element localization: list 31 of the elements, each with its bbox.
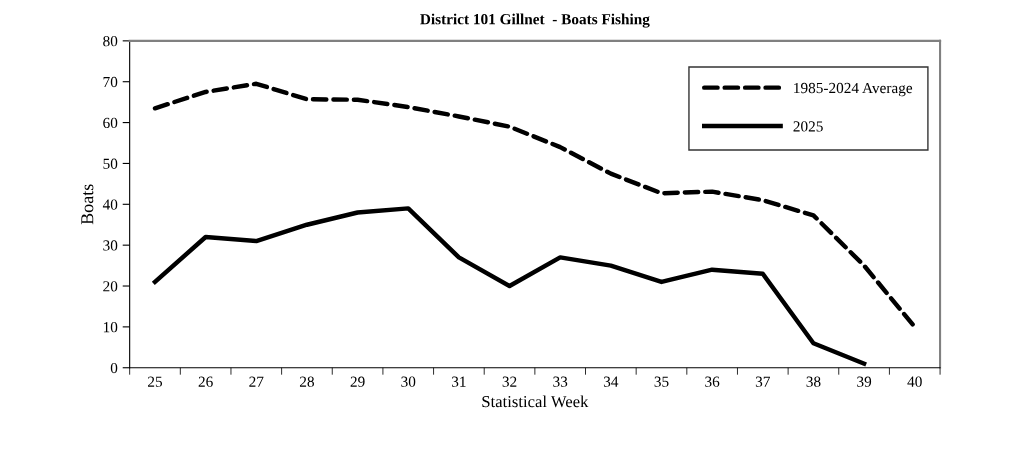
x-axis-title: Statistical Week xyxy=(482,395,589,408)
x-tick-label: 36 xyxy=(705,376,720,387)
y-tick-label: 0 xyxy=(110,362,118,374)
x-tick-label: 26 xyxy=(198,376,213,387)
line-series xyxy=(152,81,917,330)
legend-label: 1985-2024 Average xyxy=(794,82,913,97)
y-tick-label: 40 xyxy=(102,199,118,210)
x-tick-label: 27 xyxy=(249,376,264,387)
y-axis-title: Boats xyxy=(81,184,94,225)
x-tick-label: 38 xyxy=(806,376,821,387)
y-tick-label: 20 xyxy=(103,281,118,292)
x-tick-label: 31 xyxy=(451,376,466,387)
chart-title: District 101 Gillnet - Boats Fishing xyxy=(420,13,650,28)
x-tick-label: 33 xyxy=(553,376,568,387)
x-tick-label: 32 xyxy=(502,376,517,387)
y-tick-label: 60 xyxy=(103,117,118,129)
x-tick-label: 40 xyxy=(907,376,922,387)
x-tick-label: 30 xyxy=(401,376,416,387)
x-tick-label: 29 xyxy=(350,376,365,387)
legend-label: 2025 xyxy=(793,121,823,132)
y-tick-label: 70 xyxy=(103,76,118,88)
y-tick-label: 50 xyxy=(103,158,118,169)
y-tick-label: 10 xyxy=(103,322,118,333)
x-tick-label: 34 xyxy=(603,376,619,387)
y-tick-label: 80 xyxy=(103,36,118,47)
x-tick-label: 37 xyxy=(755,376,770,387)
y-tick-label: 30 xyxy=(103,240,118,251)
x-tick-label: 25 xyxy=(148,376,163,387)
x-tick-label: 28 xyxy=(299,376,314,387)
x-tick-label: 35 xyxy=(654,376,669,387)
x-tick-label: 39 xyxy=(857,376,872,387)
